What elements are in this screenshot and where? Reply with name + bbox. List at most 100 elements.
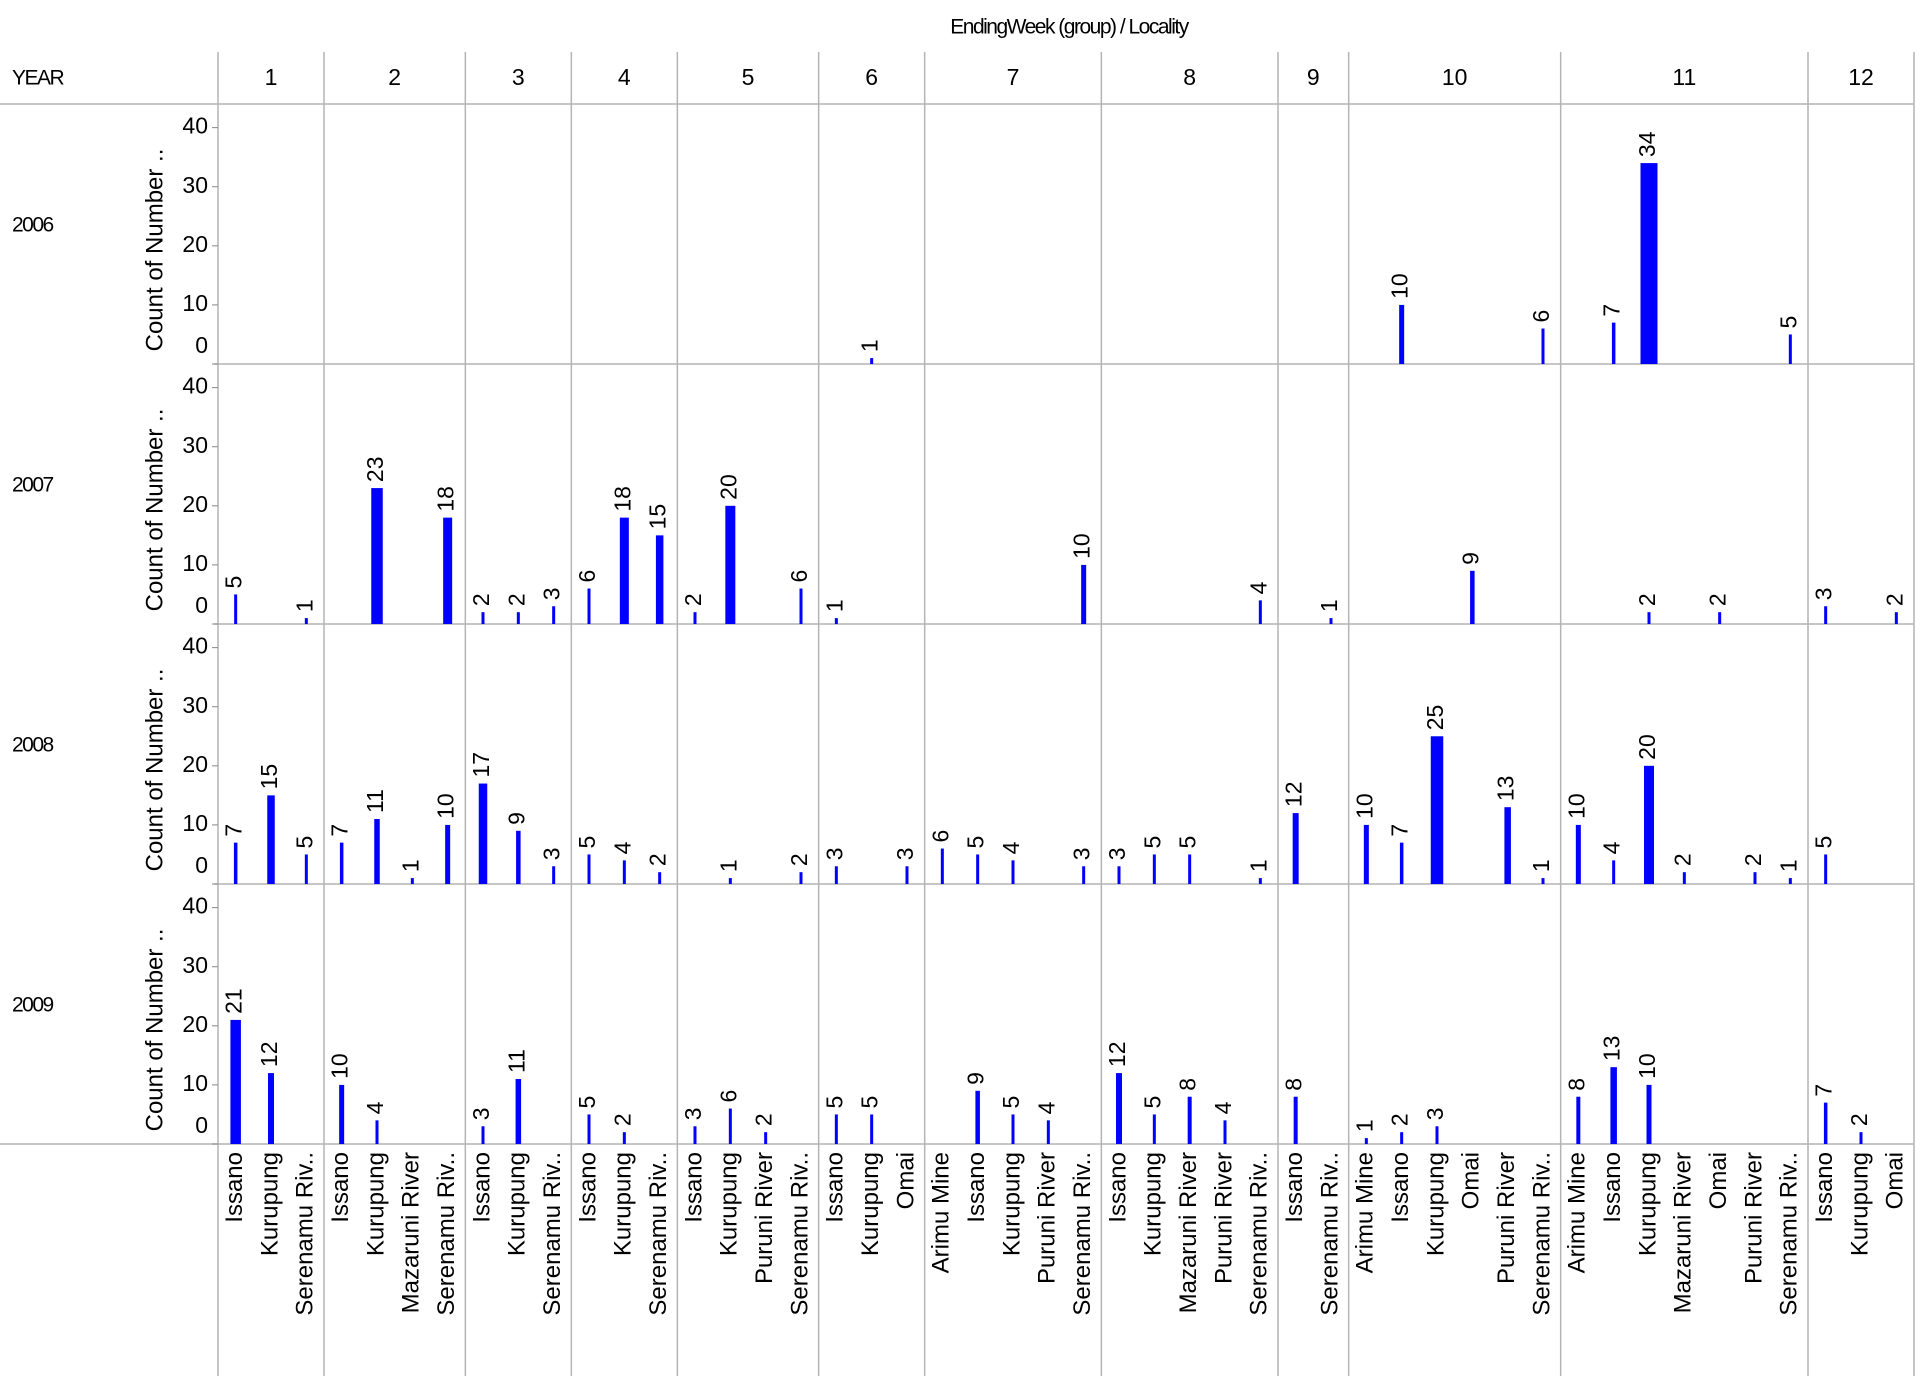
value-label: 2: [1881, 593, 1907, 606]
value-label: 4: [609, 841, 635, 854]
group-label: 9: [1307, 64, 1320, 90]
value-label: 15: [256, 764, 282, 790]
y-tick-label: 20: [182, 751, 208, 777]
bar: [1187, 1096, 1192, 1144]
x-tick-label: Kurupung: [610, 1152, 637, 1256]
bar: [1400, 1132, 1404, 1144]
bar: [1610, 1067, 1617, 1144]
value-label: 12: [256, 1041, 282, 1067]
bar: [410, 878, 414, 884]
value-label: 2: [680, 593, 706, 606]
bar: [1011, 860, 1015, 884]
value-label: 4: [362, 1101, 388, 1114]
x-tick-label: Mazaruni River: [398, 1152, 425, 1313]
group-label: 12: [1848, 64, 1874, 90]
value-label: 10: [1563, 793, 1589, 819]
value-label: 7: [327, 824, 353, 837]
x-tick-label: Issano: [574, 1152, 601, 1223]
value-label: 4: [1599, 841, 1625, 854]
bar: [304, 618, 308, 624]
bar: [445, 824, 451, 884]
x-tick-label: Issano: [822, 1152, 849, 1223]
value-label: 3: [680, 1107, 706, 1120]
bar: [834, 618, 838, 624]
value-label: 1: [397, 859, 423, 872]
value-label: 2: [503, 593, 529, 606]
bar: [799, 588, 803, 624]
bar: [1753, 872, 1757, 884]
bar: [304, 854, 308, 884]
value-label: 7: [221, 824, 247, 837]
value-label: 2: [1740, 853, 1766, 866]
bar: [834, 1114, 838, 1144]
value-label: 2: [645, 853, 671, 866]
value-label: 5: [821, 1096, 847, 1109]
bar: [587, 1114, 591, 1144]
bar: [481, 612, 485, 624]
bar: [619, 517, 629, 624]
x-tick-label: Issano: [963, 1152, 990, 1223]
value-label: 6: [1528, 310, 1554, 323]
value-label: 5: [857, 1096, 883, 1109]
value-label: 2: [1669, 853, 1695, 866]
value-label: 5: [998, 1096, 1024, 1109]
y-tick-label: 20: [182, 231, 208, 257]
bar: [1329, 618, 1333, 624]
x-tick-label: Issano: [468, 1152, 495, 1223]
value-label: 20: [715, 474, 741, 500]
bar: [230, 1019, 241, 1144]
bar: [1152, 1114, 1156, 1144]
y-tick-label: 0: [195, 852, 208, 878]
value-label: 12: [1104, 1041, 1130, 1067]
x-tick-label: Puruni River: [751, 1152, 778, 1284]
value-label: 10: [327, 1053, 353, 1079]
y-tick-label: 10: [182, 290, 208, 316]
y-axis-title: Count of Number ..: [141, 149, 168, 352]
value-label: 9: [503, 812, 529, 825]
bar: [1011, 1114, 1015, 1144]
value-label: 9: [963, 1072, 989, 1085]
x-tick-label: Issano: [221, 1152, 248, 1223]
bar: [693, 612, 697, 624]
bar: [339, 842, 344, 884]
value-label: 7: [1599, 304, 1625, 317]
bar: [516, 830, 521, 884]
bar: [1152, 854, 1156, 884]
y-axis-title: Count of Number ..: [141, 929, 168, 1132]
bar: [834, 866, 838, 884]
bar: [375, 1120, 379, 1144]
value-label: 13: [1493, 776, 1519, 802]
value-label: 6: [715, 1090, 741, 1103]
bar: [1399, 842, 1404, 884]
y-tick-label: 0: [195, 332, 208, 358]
x-tick-label: Kurupung: [1634, 1152, 1661, 1256]
value-label: 3: [1104, 847, 1130, 860]
value-label: 4: [998, 841, 1024, 854]
bar: [587, 854, 591, 884]
bar: [693, 1126, 697, 1144]
bar: [1364, 1138, 1368, 1144]
value-label: 2: [786, 853, 812, 866]
bar: [799, 872, 803, 884]
y-tick-label: 10: [182, 1070, 208, 1096]
value-label: 3: [539, 587, 565, 600]
x-tick-label: Omai: [892, 1152, 919, 1209]
bar: [658, 872, 662, 884]
x-tick-label: Puruni River: [1210, 1152, 1237, 1284]
x-tick-label: Kurupung: [857, 1152, 884, 1256]
bar: [870, 1114, 874, 1144]
value-label: 5: [574, 1096, 600, 1109]
bar: [1682, 872, 1686, 884]
bar: [516, 612, 520, 624]
bar: [1894, 612, 1898, 624]
value-label: 5: [963, 836, 989, 849]
bar: [1718, 612, 1722, 624]
row-label: 2008: [12, 734, 54, 757]
x-tick-label: Serenamu Riv..: [292, 1152, 319, 1316]
x-tick-label: Arimu Mine: [1564, 1152, 1591, 1273]
value-label: 3: [468, 1107, 494, 1120]
y-tick-label: 0: [195, 592, 208, 618]
bar: [552, 606, 556, 624]
x-tick-label: Mazaruni River: [1175, 1152, 1202, 1313]
bar: [1081, 564, 1087, 624]
